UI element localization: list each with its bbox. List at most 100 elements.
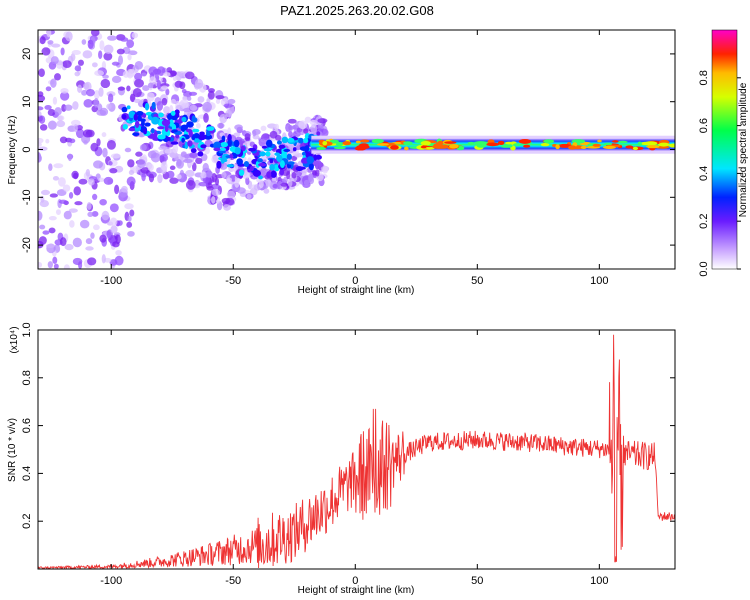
spectrogram-cell xyxy=(129,93,136,103)
spectrogram-cell xyxy=(198,181,209,187)
spectrogram-cell xyxy=(50,56,59,65)
spectrogram-cell xyxy=(158,112,164,118)
spectrogram-cell xyxy=(46,243,55,248)
spectrogram-cell xyxy=(114,184,120,195)
spectrogram-cell xyxy=(72,101,79,110)
spectrogram-cell xyxy=(597,139,602,143)
spectrogram-cell xyxy=(186,121,194,128)
spectrogram-cell xyxy=(99,198,107,206)
spectrogram-cell xyxy=(637,141,642,147)
spectrogram-cell xyxy=(109,203,119,213)
spectrogram-cell xyxy=(287,137,295,143)
snr-plot-area xyxy=(38,330,675,569)
spectrogram-cell xyxy=(219,113,228,124)
spectrogram-cell xyxy=(134,78,144,88)
spectrogram-cell xyxy=(617,140,628,144)
spectrogram-cell xyxy=(109,217,118,227)
spectrogram-cell xyxy=(317,118,328,124)
spectrogram-cell xyxy=(74,71,80,77)
spectrogram-cell xyxy=(38,115,46,124)
spectrogram-cell xyxy=(243,161,250,168)
spectrogram-cell xyxy=(141,72,147,77)
spectrogram-cell xyxy=(136,158,146,169)
colorbar-tick-label: 0.0 xyxy=(698,261,710,276)
spectrogram-cell xyxy=(71,49,82,55)
spectrogram-cell xyxy=(51,43,61,48)
spectrogram-cell xyxy=(215,98,221,104)
spectrogram-cell xyxy=(283,176,288,184)
spectrogram-cell xyxy=(126,105,131,110)
spectrogram-cell xyxy=(72,257,83,266)
spectrogram-cell xyxy=(188,129,193,138)
spectrogram-cell xyxy=(172,75,177,81)
spectrogram-cell xyxy=(625,145,634,149)
spectrogram-cell xyxy=(371,138,384,144)
spectrogram-x-ticks: -100 -50 0 50 100 xyxy=(100,30,609,287)
spectrogram-cell xyxy=(426,146,435,150)
spectrogram-cell xyxy=(147,150,157,159)
spectrogram-cell xyxy=(82,129,93,138)
snr-series-line xyxy=(38,334,675,569)
spectrogram-cell xyxy=(196,122,201,129)
spectrogram-cell xyxy=(45,57,53,64)
spectrogram-cell xyxy=(52,176,60,181)
spectrogram-cell xyxy=(195,157,203,165)
spectrogram-cell xyxy=(316,131,321,136)
spectrogram-cell xyxy=(184,71,195,80)
spectrogram-cell xyxy=(211,196,216,204)
spectrogram-cell xyxy=(134,72,143,81)
spectrogram-cell xyxy=(174,80,183,88)
spectrogram-cell xyxy=(52,256,58,264)
x-tick-label: 50 xyxy=(471,575,483,587)
spectrogram-cell xyxy=(161,85,169,90)
spectrogram-cell xyxy=(127,50,138,56)
spectrogram-cell xyxy=(467,141,475,145)
spectrogram-cell xyxy=(390,145,399,150)
spectrogram-cell xyxy=(222,158,228,163)
spectrogram-cell xyxy=(134,120,140,128)
spectrogram-cell xyxy=(127,53,132,61)
spectrogram-cell xyxy=(63,210,72,220)
spectrogram-cell xyxy=(204,147,210,155)
spectrogram-cell xyxy=(320,128,329,138)
spectrogram-cell xyxy=(227,139,233,147)
spectrogram-cell xyxy=(38,236,47,245)
spectrogram-cell xyxy=(129,209,135,217)
spectrogram-cell xyxy=(46,30,52,38)
spectrogram-cell xyxy=(500,145,513,148)
spectrogram-cell xyxy=(169,165,176,170)
spectrogram-cell xyxy=(157,174,163,184)
spectrogram-cell xyxy=(258,178,264,189)
spectrogram-cell xyxy=(128,111,136,119)
spectrogram-x-label: Height of straight line (km) xyxy=(298,285,415,296)
snr-x-ticks: -100 -50 0 50 100 xyxy=(100,330,609,587)
spectrogram-cell xyxy=(292,147,297,152)
spectrogram-cell xyxy=(170,110,176,116)
spectrogram-cell xyxy=(189,152,198,159)
spectrogram-cell xyxy=(252,129,257,137)
spectrogram-cell xyxy=(303,137,309,144)
spectrogram-cell xyxy=(141,172,146,182)
spectrogram-cell xyxy=(107,93,114,103)
spectrogram-cell xyxy=(117,220,123,226)
spectrogram-cell xyxy=(59,237,67,247)
spectrogram-cell xyxy=(81,39,87,45)
spectrogram-cell xyxy=(144,122,151,127)
spectrogram-cell xyxy=(258,175,263,180)
colorbar-ticks: 0.0 0.2 0.4 0.6 0.8 xyxy=(698,70,741,277)
spectrogram-cell xyxy=(180,124,189,130)
spectrogram-cell xyxy=(74,201,83,206)
spectrogram-cell xyxy=(229,153,234,159)
spectrogram-cell xyxy=(240,145,246,152)
x-tick-label: 0 xyxy=(352,575,358,587)
spectrogram-cell xyxy=(151,116,160,125)
spectrogram-cell xyxy=(103,44,114,54)
spectrogram-cell xyxy=(96,109,107,116)
spectrogram-cell xyxy=(194,83,200,90)
spectrogram-cell xyxy=(223,103,234,108)
spectrogram-cell xyxy=(245,176,250,186)
chart-title: PAZ1.2025.263.20.02.G08 xyxy=(280,3,434,18)
spectrogram-cell xyxy=(164,148,172,154)
spectrogram-cell xyxy=(59,136,68,144)
